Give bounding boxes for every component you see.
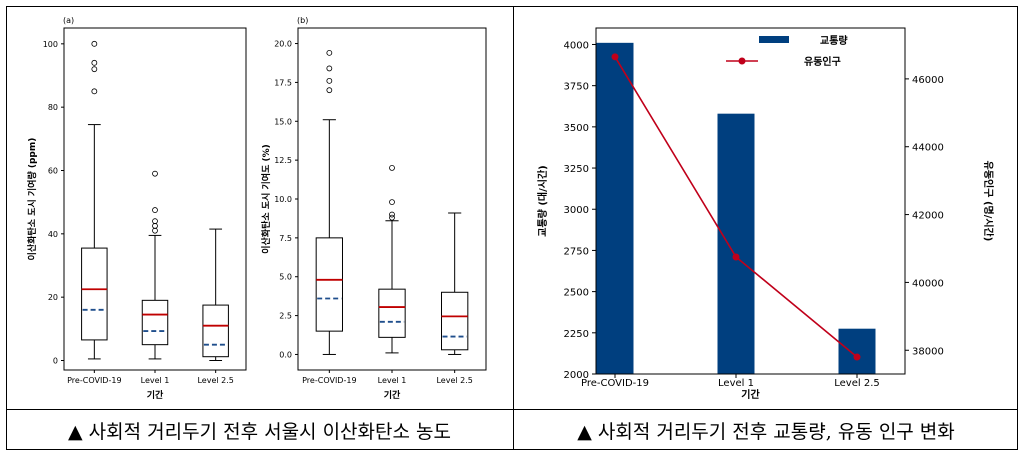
outlier-point: [389, 214, 395, 221]
plot-frame: [63, 27, 247, 371]
box: [81, 247, 108, 341]
y-tick-label: 40: [48, 230, 58, 239]
figure-frame: [6, 6, 1018, 450]
legend-swatch-bar: [759, 36, 789, 43]
boxplot-chart-a: 0 20 40 60 80 100 Pre-COVID-19 Level 1 Level 2.5…: [26, 16, 247, 400]
population-marker: [853, 353, 861, 361]
outlier-point: [152, 207, 158, 213]
y-axis-label: 이산화탄소 도시 기여도 (%): [260, 144, 272, 253]
outlier-point: [152, 170, 158, 177]
legend-label-line: 유동인구: [804, 55, 841, 68]
outlier-point: [326, 87, 333, 94]
outlier-point: [91, 66, 98, 73]
traffic-chart: 2000 2250 2500 2750 3000 3250 3500 3750 4000 3800…: [536, 27, 995, 401]
y-tick-label: 3250: [564, 164, 589, 175]
plot-frame: [595, 27, 906, 375]
outlier-point: [152, 218, 158, 225]
x-tick-label: Level 1: [141, 376, 170, 385]
y-tick-label: 80: [48, 103, 58, 112]
y-tick-label: 2250: [564, 329, 589, 340]
legend-label-bar: 교통량: [820, 35, 848, 47]
y-tick-label: 5.0: [279, 273, 292, 282]
y-right-tick-label: 42000: [912, 211, 944, 222]
y-tick-label: 0.0: [279, 350, 292, 359]
box: [141, 299, 169, 346]
outlier-point: [326, 49, 333, 56]
y-tick-label: 2000: [564, 370, 589, 381]
x-tick-label: Level 2.5: [834, 378, 879, 389]
outlier-point: [91, 40, 98, 47]
panel-label: (a): [63, 16, 74, 25]
box: [378, 288, 406, 338]
y-axis-label: 이산화탄소 도시 기여량 (ppm): [26, 138, 38, 261]
x-axis-label: 기간: [384, 389, 401, 400]
x-tick-label: Pre-COVID-19: [302, 376, 356, 385]
x-axis-label: 기간: [147, 389, 164, 400]
legend-marker-line: [738, 57, 746, 65]
y-tick-label: 17.5: [274, 78, 292, 87]
x-tick-label: Level 1: [378, 376, 407, 385]
outlier-point: [389, 199, 395, 206]
y-tick-label: 15.0: [274, 117, 292, 126]
panel-label: (b): [297, 16, 308, 25]
outlier-point: [152, 227, 158, 234]
x-axis-label: 기간: [741, 388, 760, 401]
caption-co2: ▲ 사회적 거리두기 전후 서울시 이산화탄소 농도: [68, 420, 451, 443]
population-marker: [611, 53, 619, 61]
traffic-bar: [717, 113, 755, 374]
traffic-bar: [838, 328, 876, 374]
outlier-point: [326, 65, 333, 72]
x-tick-label: Level 1: [718, 378, 754, 389]
x-tick-label: Level 2.5: [197, 376, 233, 385]
y-tick-label: 3000: [564, 205, 589, 216]
traffic-bar: [596, 42, 634, 374]
boxplot-chart-b: 0.0 2.5 5.0 7.5 10.0 12.5 15.0 17.5 20.0 Pre-COVI…: [260, 16, 487, 400]
y-tick-label: 7.5: [279, 234, 292, 243]
y-axis-label: 교통량 (대/시간): [536, 165, 549, 236]
box: [315, 237, 343, 332]
y-tick-label: 2.5: [279, 312, 292, 321]
y-tick-label: 60: [48, 167, 58, 176]
box: [441, 291, 469, 351]
y-right-tick-label: 46000: [912, 75, 944, 86]
outlier-point: [326, 77, 333, 84]
y-right-axis-label: 유동인구 (명/시간): [982, 161, 995, 242]
y-tick-label: 0: [53, 357, 58, 366]
outlier-point: [389, 211, 395, 218]
plot-frame: [297, 27, 487, 371]
x-tick-label: Pre-COVID-19: [67, 376, 121, 385]
caption-traffic: ▲ 사회적 거리두기 전후 교통량, 유동 인구 변화: [577, 420, 955, 443]
population-marker: [732, 253, 740, 261]
y-tick-label: 4000: [564, 40, 589, 51]
box: [202, 304, 229, 358]
horizontal-divider: [6, 409, 1018, 410]
outlier-point: [152, 223, 158, 229]
y-tick-label: 3500: [564, 123, 589, 134]
y-right-tick-label: 44000: [912, 143, 944, 154]
x-tick-label: Level 2.5: [436, 376, 472, 385]
y-tick-label: 3750: [564, 82, 589, 93]
y-right-tick-label: 40000: [912, 278, 944, 289]
y-tick-label: 12.5: [274, 156, 292, 165]
y-tick-label: 100: [43, 40, 58, 49]
outlier-point: [91, 59, 98, 66]
y-tick-label: 20: [48, 293, 58, 302]
outlier-point: [91, 88, 98, 95]
x-tick-label: Pre-COVID-19: [581, 378, 649, 389]
y-right-tick-label: 38000: [912, 346, 944, 357]
y-tick-label: 10.0: [274, 195, 292, 204]
y-tick-label: 2500: [564, 288, 589, 299]
vertical-divider: [513, 6, 514, 450]
outlier-point: [389, 165, 395, 171]
y-tick-label: 20.0: [274, 40, 292, 49]
y-tick-label: 2750: [564, 246, 589, 257]
